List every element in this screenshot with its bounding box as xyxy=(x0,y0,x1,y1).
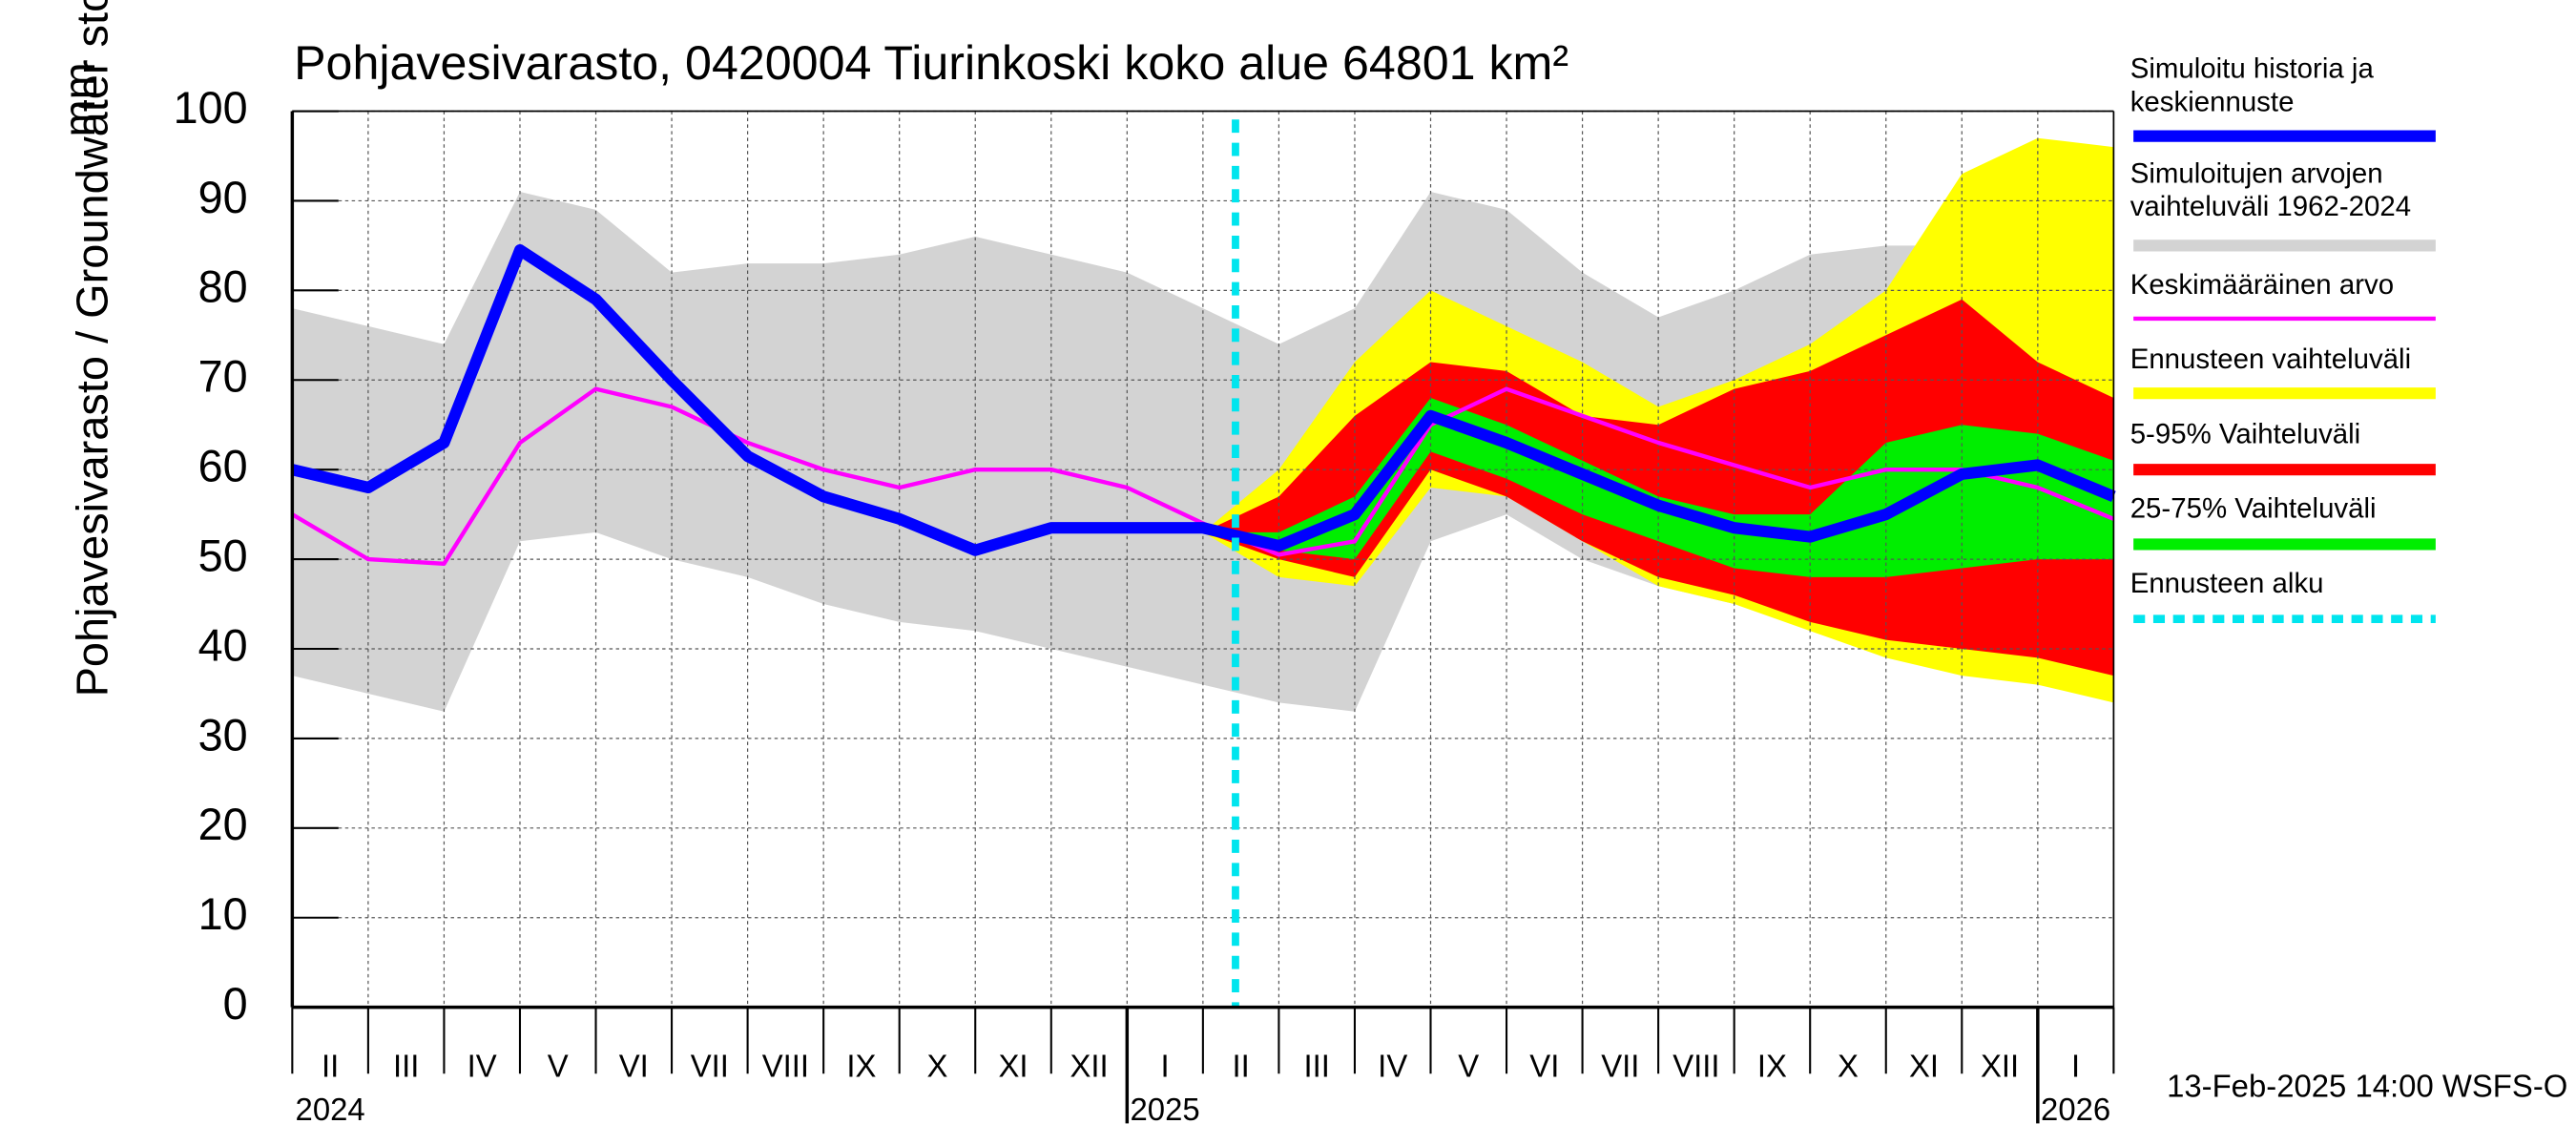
legend-label: Ennusteen alku xyxy=(2129,567,2324,599)
year-label: 2024 xyxy=(296,1092,365,1127)
y-axis-unit: mm xyxy=(54,62,104,136)
legend-label: Simuloitujen arvojen vaihteluväli 1962-2… xyxy=(2129,157,2412,223)
x-tick-label: VI xyxy=(1529,1049,1559,1084)
y-tick-label: 90 xyxy=(198,173,248,222)
legend-label: 25-75% Vaihteluväli xyxy=(2129,492,2377,525)
legend-label: Keskimääräinen arvo xyxy=(2129,268,2395,301)
legend-label-box: 25-75% Vaihteluväli xyxy=(2129,492,2377,525)
y-axis-label: Pohjavesivarasto / Groundwater storage xyxy=(68,0,117,697)
y-tick-label: 10 xyxy=(198,889,248,939)
year-label: 2026 xyxy=(2041,1092,2110,1127)
y-tick-label: 30 xyxy=(198,710,248,760)
x-tick-label: IX xyxy=(846,1049,876,1084)
x-tick-label: II xyxy=(322,1049,339,1084)
x-tick-label: IV xyxy=(1378,1049,1407,1084)
year-label: 2025 xyxy=(1131,1092,1200,1127)
x-tick-label: III xyxy=(393,1049,419,1084)
y-tick-label: 60 xyxy=(198,441,248,490)
x-tick-label: VII xyxy=(691,1049,729,1084)
legend-label-box: Simuloitu historia ja keskiennuste xyxy=(2129,52,2374,118)
x-tick-label: VIII xyxy=(762,1049,809,1084)
x-tick-label: XI xyxy=(998,1049,1028,1084)
y-tick-label: 20 xyxy=(198,800,248,849)
y-tick-label: 70 xyxy=(198,352,248,402)
legend-label-box: 5-95% Vaihteluväli xyxy=(2129,418,2361,450)
y-tick-label: 50 xyxy=(198,531,248,580)
x-tick-label: II xyxy=(1233,1049,1250,1084)
series-line xyxy=(290,244,2116,556)
x-tick-label: I xyxy=(1161,1049,1170,1084)
x-tick-label: I xyxy=(2071,1049,2080,1084)
legend-label: Simuloitu historia ja keskiennuste xyxy=(2129,52,2374,118)
x-tick-label: III xyxy=(1303,1049,1329,1084)
x-tick-label: IX xyxy=(1757,1049,1787,1084)
x-tick-label: XII xyxy=(1981,1049,2019,1084)
x-tick-label: VI xyxy=(619,1049,649,1084)
legend-label: Ennusteen vaihteluväli xyxy=(2129,344,2412,376)
x-tick-label: X xyxy=(926,1049,947,1084)
legend-label: 5-95% Vaihteluväli xyxy=(2129,418,2361,450)
x-tick-label: X xyxy=(1838,1049,1859,1084)
x-tick-label: XI xyxy=(1909,1049,1939,1084)
y-tick-label: 0 xyxy=(223,979,248,1029)
range-band xyxy=(1202,299,2114,677)
x-tick-label: V xyxy=(548,1049,569,1084)
x-tick-label: VIII xyxy=(1672,1049,1719,1084)
x-tick-label: XII xyxy=(1070,1049,1108,1084)
legend-label-box: Keskimääräinen arvo xyxy=(2129,268,2395,301)
legend-label-box: Ennusteen vaihteluväli xyxy=(2129,344,2412,376)
x-tick-label: V xyxy=(1458,1049,1479,1084)
y-tick-label: 100 xyxy=(174,83,248,133)
footer: 13-Feb-2025 14:00 WSFS-O xyxy=(2167,1069,2567,1104)
y-tick-label: 80 xyxy=(198,262,248,312)
legend-label-box: Ennusteen alku xyxy=(2129,567,2324,599)
legend-label-box: Simuloitujen arvojen vaihteluväli 1962-2… xyxy=(2129,157,2412,223)
y-tick-label: 40 xyxy=(198,620,248,670)
chart-title: Pohjavesivarasto, 0420004 Tiurinkoski ko… xyxy=(294,35,1568,90)
x-tick-label: IV xyxy=(467,1049,497,1084)
x-tick-label: VII xyxy=(1601,1049,1639,1084)
